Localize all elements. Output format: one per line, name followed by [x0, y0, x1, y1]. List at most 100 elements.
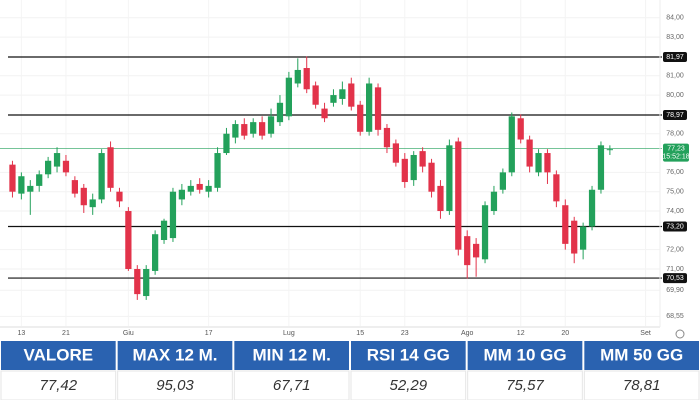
candle-body — [437, 185, 444, 212]
value-text: 95,03 — [156, 377, 194, 394]
candle-body — [223, 133, 230, 154]
candle-body — [134, 268, 141, 295]
candle-body — [80, 187, 87, 206]
header-cell — [584, 341, 699, 370]
candle-body — [143, 268, 150, 297]
y-tick-label: 81,00 — [666, 73, 684, 80]
x-tick-label: Ago — [461, 330, 474, 337]
candle-body — [357, 104, 364, 132]
y-tick-label: 84,00 — [666, 15, 684, 22]
x-tick-label: 13 — [17, 330, 25, 337]
candle-body — [392, 143, 399, 163]
candle-body — [606, 149, 613, 151]
y-tick-label: 72,00 — [666, 247, 684, 254]
value-text: 67,71 — [273, 377, 311, 394]
candle-body — [348, 83, 355, 107]
candle-body — [535, 153, 542, 173]
candle-body — [580, 226, 587, 250]
candle-body — [401, 158, 408, 183]
level-label: 73,20 — [666, 223, 684, 230]
candle-body — [9, 164, 16, 192]
candle-body — [205, 185, 212, 192]
candle-body — [303, 68, 310, 90]
x-tick-label: Lug — [283, 330, 295, 337]
table: VALORE 77,42 MAX 12 M. 95,03 MIN 12 M. 67,71 R… — [0, 341, 700, 401]
level-label: 70,53 — [666, 275, 684, 282]
header-cell — [1, 341, 116, 370]
candle-body — [267, 116, 275, 134]
candle-body — [98, 153, 105, 200]
value-text: 75,57 — [506, 377, 544, 394]
value-text: 77,42 — [40, 377, 78, 394]
y-tick-label: 75,00 — [666, 189, 684, 196]
candle-body — [294, 69, 301, 84]
candle-body — [419, 151, 426, 167]
value-cell — [467, 370, 583, 401]
y-tick-label: 69,90 — [666, 287, 684, 294]
value-cell — [350, 370, 467, 401]
x-tick-label: 15 — [356, 330, 364, 337]
candle-body — [53, 153, 61, 167]
candle-body — [455, 141, 462, 250]
y-tick-label: 83,00 — [666, 34, 684, 41]
candle-body — [366, 83, 373, 132]
candle-body — [276, 102, 284, 123]
candle-body — [116, 191, 123, 202]
value-cell — [117, 370, 233, 401]
header-text: MM 50 GG — [600, 345, 683, 364]
level-box — [663, 273, 687, 284]
candle-body — [259, 122, 266, 136]
value-cell — [233, 370, 350, 401]
candle-body — [517, 118, 524, 140]
x-tick-label: Giu — [123, 330, 134, 337]
level-box — [663, 52, 687, 63]
candle-body — [473, 243, 480, 258]
candle-body — [18, 176, 25, 194]
x-tick-label: 21 — [62, 330, 70, 337]
candle-body — [562, 205, 569, 244]
candle-body — [490, 191, 498, 212]
y-tick-label: 76,00 — [666, 169, 684, 176]
candle-body — [464, 236, 471, 266]
candle-body — [178, 189, 185, 200]
y-tick-label: 74,00 — [666, 208, 684, 215]
candle-body — [250, 122, 257, 134]
last-time-label: 15:52:18 — [662, 153, 689, 160]
x-tick-label: 17 — [205, 330, 213, 337]
chart: 84,00 83,00 81,00 80,00 78,00 76,00 75,00 74,00… — [0, 0, 690, 337]
candle-body — [446, 145, 453, 212]
header-cell — [351, 341, 466, 370]
header-text: RSI 14 GG — [367, 345, 450, 364]
y-tick-label: 71,00 — [666, 266, 684, 273]
candle-body — [241, 124, 248, 136]
settings-icon[interactable] — [675, 329, 685, 339]
y-tick-label: 68,55 — [666, 313, 684, 320]
header-cell — [117, 341, 233, 370]
last-price-label: 77,23 — [667, 145, 685, 152]
candle-body — [45, 160, 52, 175]
level-label: 78,97 — [666, 112, 684, 119]
header-text: MAX 12 M. — [132, 345, 217, 364]
candle-body — [27, 185, 34, 192]
candle-body — [196, 183, 203, 190]
candle-body — [508, 116, 515, 173]
candle-body — [383, 127, 391, 148]
candle-body — [597, 145, 605, 190]
x-tick-label: Set — [640, 330, 651, 337]
candle-body — [169, 191, 177, 239]
candle-body — [62, 160, 70, 173]
y-tick-label: 78,00 — [666, 131, 684, 138]
header-cell — [234, 341, 349, 370]
candle-body — [160, 220, 168, 241]
candle-body — [71, 180, 78, 194]
header-text: VALORE — [24, 345, 94, 364]
candle-body — [36, 174, 43, 186]
value-cell — [583, 370, 700, 401]
candle-body — [187, 185, 194, 192]
candle-body — [125, 211, 132, 269]
candle-body — [374, 87, 382, 130]
candle-body — [571, 220, 578, 254]
candle-body — [553, 174, 560, 202]
x-tick-label: 12 — [517, 330, 525, 337]
